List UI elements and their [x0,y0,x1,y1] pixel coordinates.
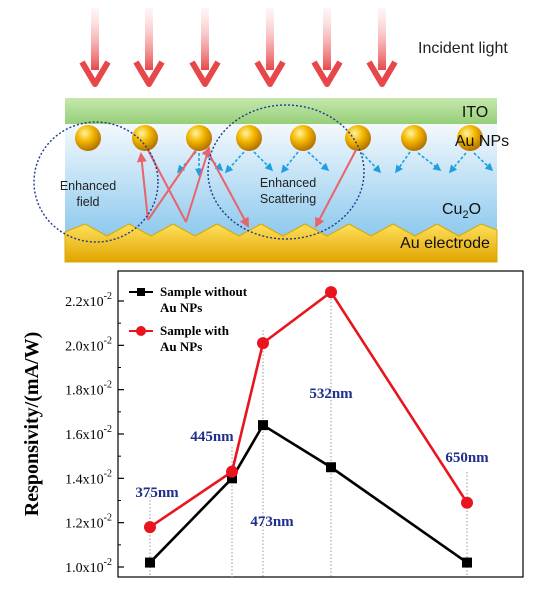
light-arrow-icon [189,8,221,87]
au-nps-label: Au NPs [455,133,509,150]
au-nanoparticle [401,125,427,151]
legend-item-without: Sample without Au NPs [129,284,248,315]
au-nanoparticle [75,125,101,151]
legend-marker-square-icon [137,288,145,296]
light-arrow-icon [79,8,111,87]
enhanced-field-circle [33,121,159,243]
legend-marker-circle-icon [136,326,146,336]
y-axis-label: Responsivity/(mA/W) [21,332,43,516]
au-nanoparticles [75,125,483,151]
y-tick-label: 2.2x10-2 [65,291,112,310]
ito-label: ITO [462,104,488,121]
data-point-square [326,462,336,473]
legend: Sample without Au NPs Sample with Au NPs [129,284,248,354]
wavelength-label: 650nm [445,450,489,466]
scatter-arrow-icon [253,151,274,172]
light-arrow-icon [311,8,343,87]
au-electrode-label: Au electrode [400,235,490,252]
y-tick-label: 1.4x10-2 [65,468,112,487]
series-without-au [145,420,472,568]
device-diagram: Incident light [33,8,509,263]
enhanced-scattering-label-line1: Enhanced [260,176,316,190]
reflection-arrow-icon [147,149,187,223]
wavelength-label: 375nm [135,485,179,501]
legend-label-with-line1: Sample with [160,323,230,338]
reflection-arrows [136,146,357,228]
scatter-arrow-icon [448,152,467,174]
scatter-arrow-icon [176,151,197,174]
responsivity-chart: 1.0x10-2 1.2x10-2 1.4x10-2 1.6x10-2 1.8x10-2… [21,270,524,578]
data-point-circle [325,286,337,299]
plot-frame [117,270,524,578]
scatter-arrow-icon [395,151,411,174]
ito-layer [65,98,497,124]
data-point-circle [461,496,473,509]
scatter-arrow-icon [224,151,245,174]
scatter-arrow-icon [281,151,299,174]
legend-item-with: Sample with Au NPs [129,323,230,354]
data-point-circle [144,521,156,534]
incident-light-arrows [79,8,398,87]
wavelength-label: 445nm [190,429,234,445]
wavelength-label: 473nm [250,514,294,530]
scatter-arrow-icon [473,152,494,172]
series-layer [144,286,473,568]
light-arrow-icon [366,8,398,87]
au-electrode [64,223,498,263]
reflection-arrow-icon [315,149,357,228]
cu2o-label: Cu2O [442,201,481,221]
au-nanoparticle [345,125,371,151]
data-point-square [227,473,237,484]
au-nanoparticle [457,125,483,151]
enhanced-field-label-line1: Enhanced [60,179,116,193]
legend-label-without-line1: Sample without [160,284,248,299]
au-nanoparticle [186,125,212,151]
legend-label-with-line2: Au NPs [160,339,202,354]
au-nanoparticle [236,125,262,151]
au-nanoparticle [132,125,158,151]
data-point-square [258,420,268,431]
y-axis-ticks: 1.0x10-2 1.2x10-2 1.4x10-2 1.6x10-2 1.8x10-2… [65,291,124,576]
legend-label-without-line2: Au NPs [160,300,202,315]
wavelength-labels: 375nm 445nm 473nm 532nm 650nm [135,386,489,530]
scatter-arrow-icon [307,151,330,172]
reflection-arrow-icon [136,152,149,221]
data-point-square [145,557,155,568]
reflection-arrow-icon [185,146,212,223]
reflection-arrow-icon [147,149,197,221]
y-tick-label: 1.6x10-2 [65,424,112,443]
y-tick-label: 1.0x10-2 [65,557,112,576]
light-arrow-icon [133,8,165,87]
data-point-circle [226,465,238,478]
data-point-circle [257,337,269,350]
incident-light-label: Incident light [418,40,508,57]
wavelength-label: 532nm [309,386,353,402]
y-tick-label: 1.8x10-2 [65,380,112,399]
data-point-square [462,557,472,568]
scattering-arrows [176,151,494,177]
y-tick-label: 2.0x10-2 [65,335,112,354]
scatter-arrow-icon [202,151,224,172]
enhanced-scattering-circle [207,104,365,240]
light-arrow-icon [254,8,286,87]
series-with-au [144,286,473,534]
scatter-arrow-icon [361,152,382,174]
au-nanoparticle [290,125,316,151]
reflection-arrow-icon [206,149,249,228]
enhanced-scattering-label-line2: Scattering [260,192,316,206]
enhanced-field-label-line2: field [77,195,100,209]
y-tick-label: 1.2x10-2 [65,513,112,532]
